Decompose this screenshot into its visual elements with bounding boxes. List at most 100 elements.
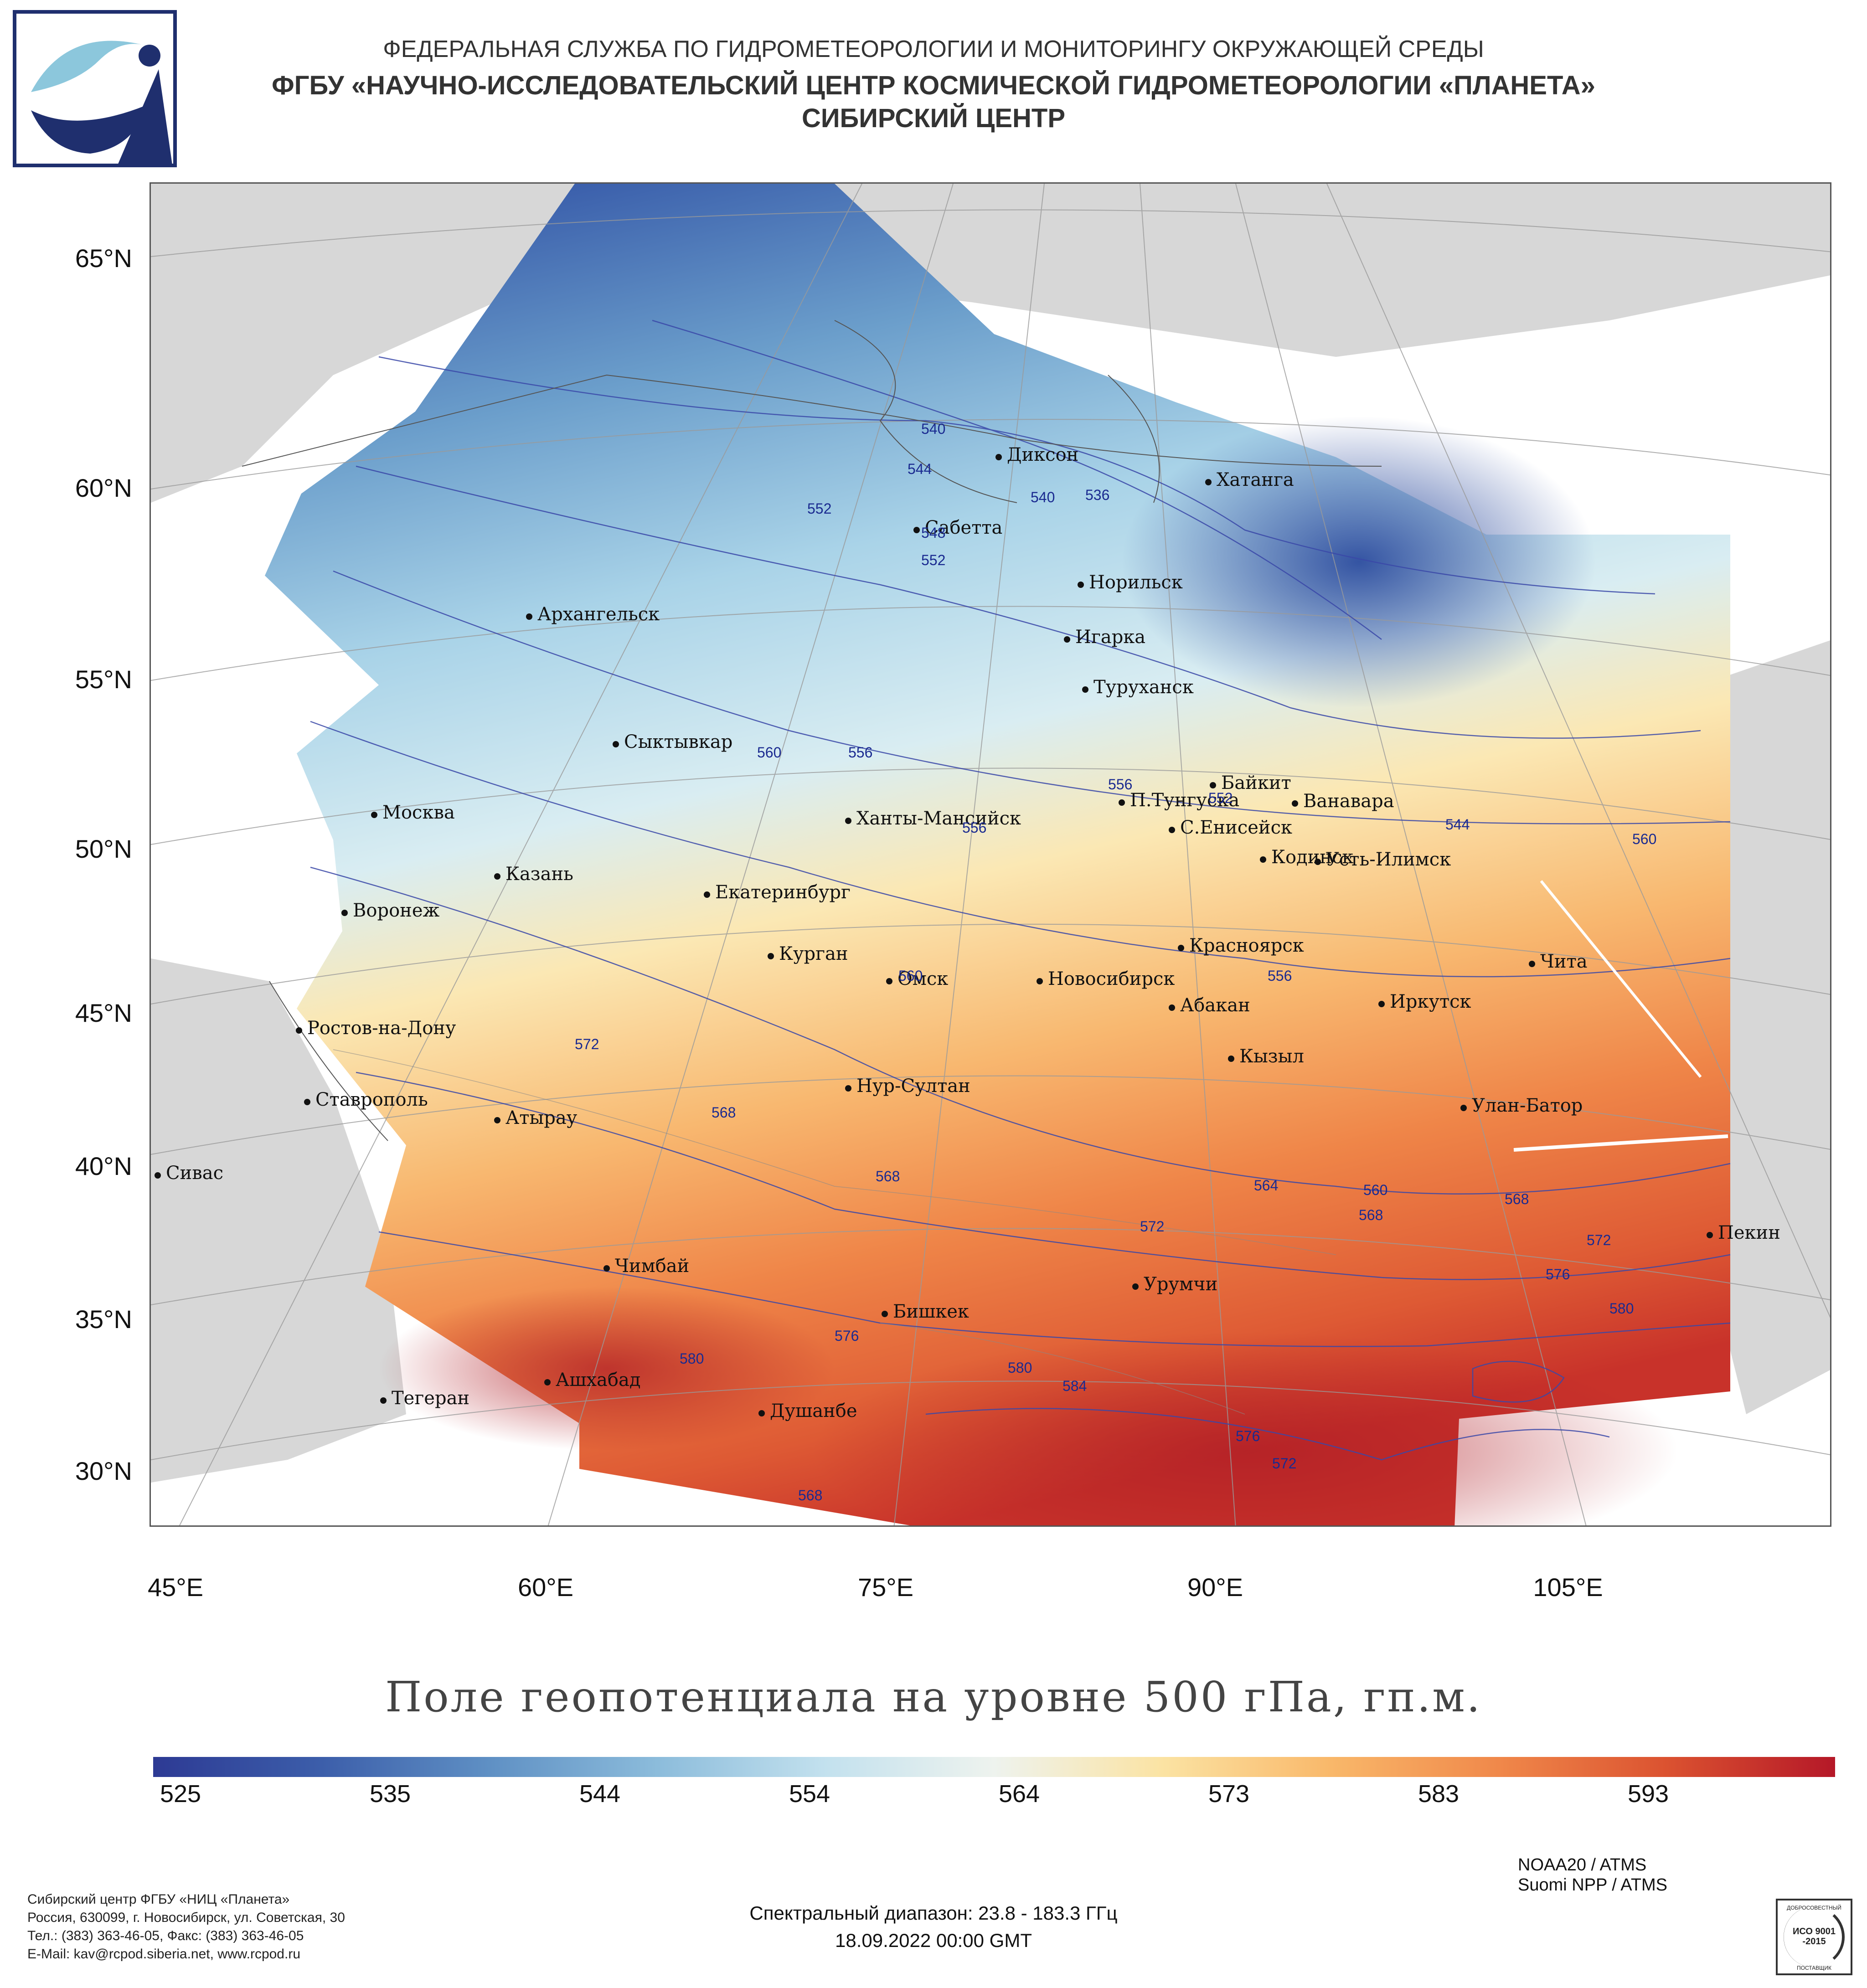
- contour-label: 544: [908, 461, 932, 477]
- sensor-name: Suomi NPP / ATMS: [1518, 1875, 1668, 1895]
- city-marker: [1064, 636, 1070, 643]
- city-marker: [1228, 1056, 1234, 1062]
- city-marker: [995, 454, 1002, 460]
- lat-label: 50°N: [75, 834, 132, 863]
- spectral-range: Спектральный диапазон: 23.8 - 183.3 ГГц: [749, 1902, 1118, 1924]
- city-marker: [1078, 582, 1084, 588]
- lat-label: 65°N: [75, 244, 132, 273]
- city-label: Ростов-на-Дону: [307, 1018, 456, 1039]
- city-label: Курган: [779, 943, 848, 964]
- city-label: Усть-Илимск: [1326, 849, 1451, 870]
- colorbar-tick: 564: [998, 1780, 1040, 1808]
- footer-contact-line: Тел.: (383) 363-46-05, Факс: (383) 363-4…: [27, 1928, 304, 1943]
- contour-label: 576: [835, 1328, 859, 1344]
- lon-label: 105°E: [1533, 1573, 1603, 1602]
- city-label: Воронеж: [353, 900, 440, 921]
- city-label: Бишкек: [893, 1301, 969, 1322]
- city-marker: [613, 741, 619, 747]
- city-label: Ванавара: [1303, 791, 1394, 812]
- city-label: Игарка: [1075, 627, 1146, 648]
- city-marker: [544, 1379, 551, 1385]
- city-label: С.Енисейск: [1180, 817, 1292, 838]
- colorbar-tick: 573: [1208, 1780, 1250, 1808]
- contour-label: 552: [807, 500, 832, 517]
- contour-label: 540: [921, 421, 946, 437]
- city-marker: [1210, 782, 1216, 788]
- city-label: Хатанга: [1217, 469, 1294, 490]
- city-marker: [1707, 1232, 1713, 1238]
- city-label: Байкит: [1221, 773, 1291, 793]
- city-marker: [1169, 827, 1175, 833]
- contour-label: 568: [1505, 1191, 1529, 1207]
- lat-label: 55°N: [75, 665, 132, 694]
- city-marker: [1205, 479, 1212, 485]
- cert-standard-text: ИСО 9001 -2015: [1793, 1926, 1836, 1947]
- city-marker: [1119, 799, 1125, 806]
- colorbar-tick: 535: [369, 1780, 411, 1808]
- city-marker: [704, 891, 710, 898]
- city-label: Новосибирск: [1048, 968, 1175, 989]
- contour-label: 544: [1445, 816, 1470, 833]
- contour-label: 552: [1208, 790, 1233, 806]
- swath-gap: [1513, 1134, 1728, 1152]
- city-marker: [380, 1397, 387, 1404]
- contour-label: 560: [757, 744, 782, 761]
- city-marker: [758, 1410, 765, 1416]
- contour-label: 572: [1587, 1232, 1611, 1248]
- city-label: Кодинск: [1271, 847, 1354, 868]
- city-label: Ашхабад: [556, 1370, 641, 1391]
- city-label: Архангельск: [537, 604, 660, 625]
- city-label: Ставрополь: [315, 1089, 428, 1110]
- city-marker: [494, 873, 500, 880]
- city-label: Урумчи: [1144, 1274, 1218, 1295]
- city-label: Чимбай: [615, 1256, 690, 1277]
- organization-logo: [13, 10, 177, 167]
- contour-label: 580: [680, 1350, 704, 1367]
- lon-label: 75°E: [857, 1573, 914, 1602]
- city-label: Екатеринбург: [715, 882, 851, 903]
- map-title: Поле геопотенциала на уровне 500 гПа, гп…: [385, 1673, 1482, 1721]
- city-marker: [526, 613, 532, 620]
- city-label: Душанбе: [770, 1401, 857, 1421]
- contour-label: 572: [1272, 1455, 1297, 1472]
- city-marker: [304, 1099, 310, 1105]
- contour-label: 572: [1140, 1218, 1165, 1235]
- city-marker: [1378, 1001, 1385, 1007]
- lat-label: 45°N: [75, 999, 132, 1027]
- contour-label: 556: [962, 819, 987, 836]
- city-label: Норильск: [1089, 572, 1183, 593]
- contour-label: 580: [1008, 1360, 1032, 1376]
- city-label: Диксон: [1007, 444, 1079, 465]
- lat-label: 40°N: [75, 1152, 132, 1180]
- contour-label: 568: [1359, 1207, 1383, 1223]
- city-marker: [768, 953, 774, 959]
- header-agency-line: ФЕДЕРАЛЬНАЯ СЛУЖБА ПО ГИДРОМЕТЕОРОЛОГИИ …: [383, 36, 1484, 62]
- warm-core: [812, 1332, 1678, 1525]
- city-label: Иркутск: [1390, 991, 1471, 1012]
- city-label: Атырау: [505, 1107, 578, 1128]
- colorbar: [153, 1757, 1835, 1777]
- contour-label: 576: [1546, 1266, 1570, 1282]
- city-marker: [296, 1027, 302, 1034]
- cert-bottom-text: ПОСТАВЩИК: [1796, 1965, 1832, 1971]
- city-label: П.Тунгуска: [1130, 790, 1240, 811]
- colorbar-tick: 525: [160, 1780, 201, 1808]
- city-marker: [341, 910, 348, 916]
- cold-core: [1122, 416, 1596, 708]
- footer-sensors: NOAA20 / ATMS Suomi NPP / ATMS: [1518, 1855, 1667, 1895]
- city-marker: [886, 978, 892, 984]
- city-label: Красноярск: [1189, 935, 1304, 956]
- contour-label: 568: [712, 1104, 736, 1121]
- colorbar-tick: 554: [789, 1780, 830, 1808]
- city-marker: [913, 527, 920, 533]
- contour-label: 536: [1085, 487, 1110, 503]
- contour-label: 552: [921, 552, 946, 568]
- footer-contact-line: Сибирский центр ФГБУ «НИЦ «Планета»: [27, 1892, 290, 1907]
- city-marker: [1178, 945, 1184, 951]
- borders: [333, 1049, 1336, 1415]
- coastlines: [242, 320, 1382, 1141]
- contour-label: 572: [575, 1036, 599, 1052]
- contour-label: 540: [1031, 489, 1055, 505]
- sensor-name: NOAA20 / ATMS: [1518, 1855, 1647, 1875]
- footer-contact-line: E-Mail: kav@rcpod.siberia.net, www.rcpod…: [27, 1947, 301, 1962]
